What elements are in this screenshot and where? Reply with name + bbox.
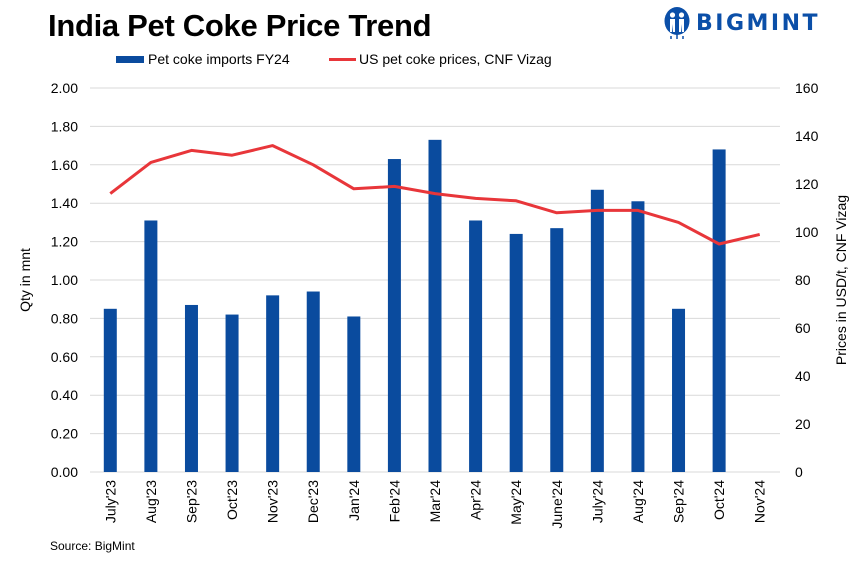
x-axis-tick-label: June'24 bbox=[549, 480, 565, 529]
legend-item-imports: Pet coke imports FY24 bbox=[116, 51, 290, 67]
x-axis-tick-label: Oct'24 bbox=[711, 480, 727, 520]
x-axis-tick-label: Apr'24 bbox=[468, 480, 484, 520]
left-axis-tick-label: 2.00 bbox=[51, 80, 78, 96]
bigmint-logo: BIGMINT bbox=[664, 6, 820, 40]
left-axis-tick-label: 0.00 bbox=[51, 464, 78, 480]
left-axis-tick-label: 0.20 bbox=[51, 426, 78, 442]
bar bbox=[306, 291, 320, 472]
x-axis-tick-label: Sep'24 bbox=[671, 480, 687, 523]
bar bbox=[103, 308, 117, 472]
x-axis-tick-label: Mar'24 bbox=[427, 480, 443, 523]
bar-series bbox=[103, 139, 726, 473]
legend-item-prices: US pet coke prices, CNF Vizag bbox=[329, 51, 552, 67]
right-axis-tick-label: 100 bbox=[795, 224, 819, 240]
chart-title: India Pet Coke Price Trend bbox=[48, 8, 432, 43]
bar bbox=[550, 228, 564, 472]
bar bbox=[387, 159, 401, 473]
x-axis-tick-label: Dec'23 bbox=[305, 480, 321, 523]
right-axis-label: Prices in USD/t, CNF Vizag bbox=[833, 195, 849, 365]
left-axis-tick-label: 0.60 bbox=[51, 349, 78, 365]
legend-label-imports: Pet coke imports FY24 bbox=[148, 51, 290, 67]
right-axis-tick-label: 60 bbox=[795, 320, 811, 336]
right-axis-tick-label: 0 bbox=[795, 464, 803, 480]
left-axis-tick-label: 1.20 bbox=[51, 234, 78, 250]
source-note: Source: BigMint bbox=[50, 539, 135, 553]
x-axis-tick-label: Nov'24 bbox=[752, 480, 768, 523]
bar bbox=[672, 308, 686, 472]
x-axis-tick-label: Oct'23 bbox=[224, 480, 240, 520]
left-axis-ticks: 0.00 0.20 0.40 0.60 0.80 1.00 1.20 1.40 1.60 1.80… bbox=[51, 80, 78, 480]
right-axis-tick-label: 40 bbox=[795, 368, 811, 384]
right-axis-tick-label: 140 bbox=[795, 128, 819, 144]
legend: Pet coke imports FY24 US pet coke prices… bbox=[0, 51, 862, 71]
x-axis-ticks: July'23 Aug'23 Sep'23 Oct'23 Nov'23 Dec'23 Jan… bbox=[102, 480, 767, 529]
bar bbox=[144, 220, 158, 472]
logo-text: BIGMINT bbox=[696, 10, 821, 36]
x-axis-tick-label: Feb'24 bbox=[386, 480, 402, 523]
right-axis-tick-label: 20 bbox=[795, 416, 811, 432]
left-axis-tick-label: 1.40 bbox=[51, 195, 78, 211]
bar bbox=[266, 295, 280, 472]
left-axis-label: Qty in mnt bbox=[17, 248, 33, 312]
x-axis-tick-label: Aug'23 bbox=[143, 480, 159, 523]
right-axis-tick-label: 120 bbox=[795, 176, 819, 192]
x-axis-tick-label: July'23 bbox=[102, 480, 118, 523]
x-axis-tick-label: July'24 bbox=[589, 480, 605, 523]
legend-label-prices: US pet coke prices, CNF Vizag bbox=[359, 51, 552, 67]
bar bbox=[590, 189, 604, 472]
bar bbox=[509, 233, 523, 472]
x-axis-tick-label: Sep'23 bbox=[183, 480, 199, 523]
left-axis-tick-label: 0.40 bbox=[51, 387, 78, 403]
bigmint-logo-icon bbox=[664, 7, 690, 39]
bar bbox=[631, 201, 645, 472]
bar bbox=[712, 149, 726, 472]
x-axis-tick-label: Nov'23 bbox=[265, 480, 281, 523]
bar bbox=[347, 316, 361, 472]
line-series bbox=[109, 144, 761, 246]
bar bbox=[428, 139, 442, 472]
right-axis-tick-label: 160 bbox=[795, 80, 819, 96]
x-axis-tick-label: May'24 bbox=[508, 480, 524, 525]
x-axis-tick-label: Aug'24 bbox=[630, 480, 646, 523]
bar bbox=[225, 314, 239, 472]
bar bbox=[184, 304, 198, 472]
left-axis-tick-label: 1.00 bbox=[51, 272, 78, 288]
legend-swatch-bar bbox=[116, 55, 144, 63]
right-axis-ticks: 0 20 40 60 80 100 120 140 160 bbox=[795, 80, 819, 480]
right-axis-tick-label: 80 bbox=[795, 272, 811, 288]
bar bbox=[469, 220, 483, 472]
x-axis-tick-label: Jan'24 bbox=[346, 480, 362, 521]
legend-swatch-line bbox=[329, 57, 356, 61]
left-axis-tick-label: 1.60 bbox=[51, 157, 78, 173]
left-axis-tick-label: 1.80 bbox=[51, 118, 78, 134]
left-axis-tick-label: 0.80 bbox=[51, 310, 78, 326]
